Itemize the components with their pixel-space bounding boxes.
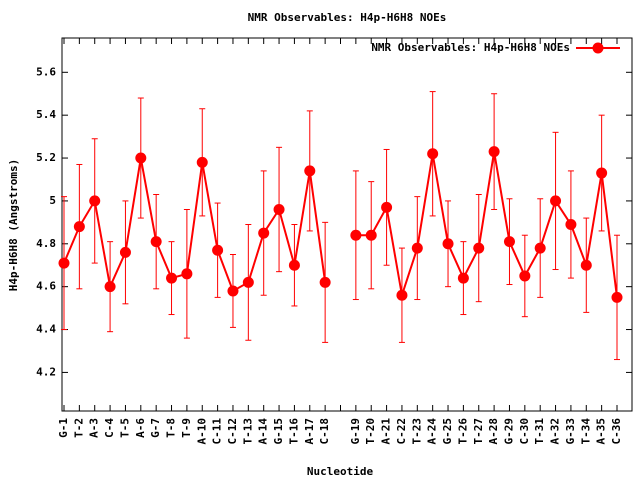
data-point [273,203,285,215]
x-tick-label: T-13 [241,418,254,445]
x-tick-label: A-35 [595,418,608,445]
data-point [258,227,270,239]
data-point [304,165,316,177]
x-tick-label: C-36 [610,418,623,445]
data-point [196,156,208,168]
x-tick-label: G-15 [272,418,285,445]
y-tick-label: 5 [49,194,56,207]
x-tick-label: G-25 [441,418,454,445]
y-axis-label: H4p-H6H8 (Angstroms) [7,159,20,291]
data-point [596,167,608,179]
data-point [457,272,469,284]
x-tick-label: T-5 [118,418,131,438]
x-tick-label: C-4 [103,418,116,438]
data-point [365,229,377,241]
data-point [381,201,393,213]
x-tick-label: C-12 [226,418,239,445]
x-tick-label: A-32 [549,418,562,445]
data-point [227,285,239,297]
data-point [150,236,162,248]
x-axis-label: Nucleotide [307,465,374,478]
data-point [611,291,623,303]
data-point [519,270,531,282]
data-point [89,195,101,207]
data-point [473,242,485,254]
legend-marker [592,42,604,54]
x-tick-label: A-21 [380,418,393,445]
y-tick-label: 4.4 [36,323,56,336]
data-point [166,272,178,284]
x-tick-label: G-7 [149,418,162,438]
data-point [73,221,85,233]
x-tick-label: C-11 [211,418,224,445]
data-point [181,268,193,280]
data-line [63,151,618,298]
y-tick-label: 4.8 [36,237,56,250]
x-tick-label: G-1 [57,418,70,438]
data-point [319,276,331,288]
data-point [427,148,439,160]
y-tick-label: 5.4 [36,108,56,121]
x-tick-label: A-14 [257,418,270,445]
x-tick-label: T-2 [72,418,85,438]
x-tick-label: T-31 [533,418,546,445]
x-tick-label: T-9 [180,418,193,438]
data-point [58,257,70,269]
x-tick-label: C-18 [318,418,331,445]
x-tick-label: T-27 [472,418,485,445]
x-tick-label: T-8 [165,418,178,438]
x-tick-label: A-24 [426,418,439,445]
y-tick-label: 4.2 [36,365,56,378]
legend-label: NMR Observables: H4p-H6H8 NOEs [371,41,570,54]
data-point [503,236,515,248]
data-point [565,219,577,230]
data-point [488,146,500,158]
x-tick-label: A-3 [88,418,101,438]
data-point [288,259,300,271]
data-point [119,246,131,258]
data-point [212,244,224,256]
data-point [242,276,254,288]
data-point [396,289,408,301]
x-tick-label: T-20 [364,418,377,445]
x-tick-label: G-19 [349,418,362,445]
x-tick-label: A-6 [134,418,147,438]
data-point [534,242,546,254]
y-tick-label: 5.2 [36,151,56,164]
data-point [135,152,147,164]
x-tick-label: A-17 [303,418,316,445]
x-tick-label: T-26 [456,418,469,445]
data-point [580,259,592,271]
data-point [411,242,423,254]
y-tick-label: 5.6 [36,65,56,78]
data-point [350,229,362,241]
x-tick-label: C-30 [518,418,531,445]
x-tick-label: G-33 [564,418,577,445]
y-tick-label: 4.6 [36,280,56,293]
x-tick-label: A-28 [487,418,500,445]
x-tick-label: C-22 [395,418,408,445]
x-tick-label: T-16 [287,418,300,445]
x-tick-label: A-10 [195,418,208,445]
data-point [104,281,116,293]
data-point [442,238,454,250]
x-tick-label: T-23 [410,418,423,445]
x-tick-label: G-29 [502,418,515,445]
data-point [550,195,562,207]
x-tick-label: T-34 [579,418,592,445]
chart-title: NMR Observables: H4p-H6H8 NOEs [248,11,447,24]
plot-frame [61,37,633,412]
